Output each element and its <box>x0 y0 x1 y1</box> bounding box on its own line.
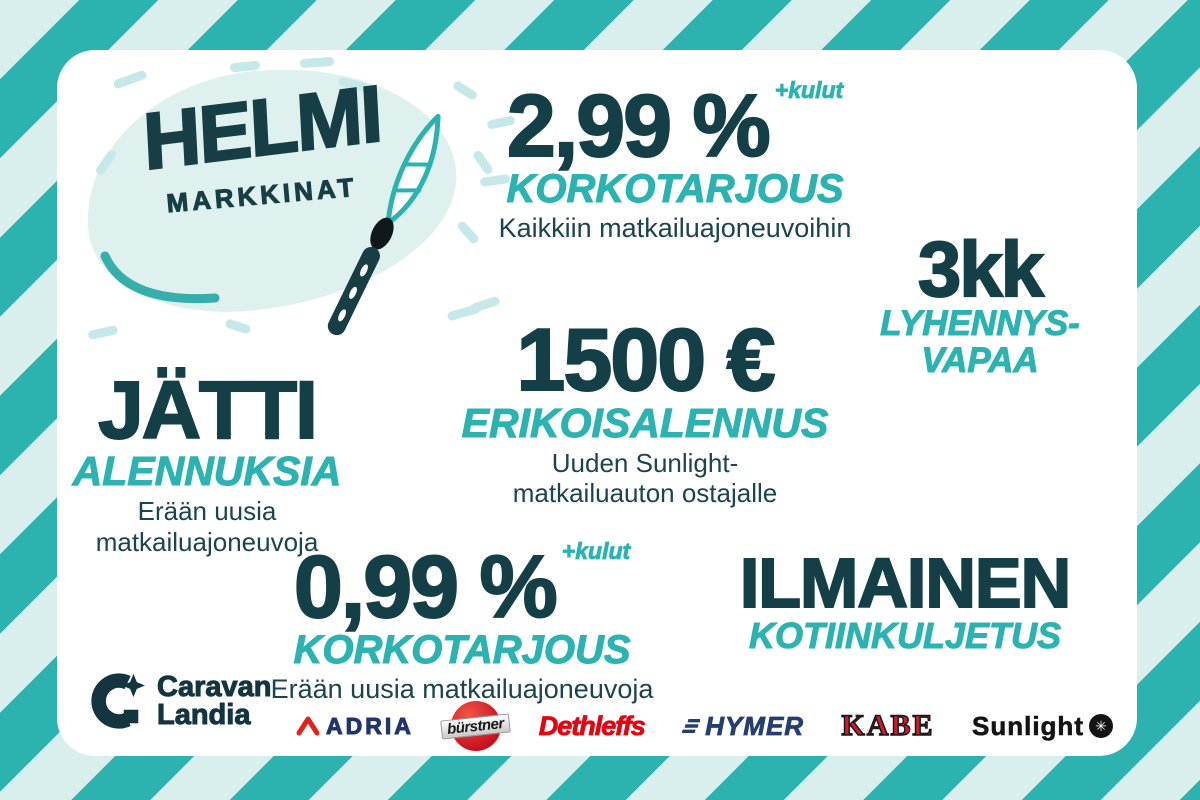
brand-name: KABE <box>841 708 935 743</box>
offer-payment-free: 3kk LYHENNYS- VAPAA <box>860 225 1100 380</box>
dealer-logo: Caravan Landia <box>85 670 272 732</box>
offer-description: Kaikkiin matkailuajoneuvoihin <box>498 212 852 243</box>
brand-name: ADRIA <box>326 712 414 739</box>
offer-description-line1: Uuden Sunlight- <box>551 447 739 478</box>
brand-name: Dethleffs <box>538 710 646 741</box>
offer-value: 3kk <box>917 225 1045 313</box>
offer-label: KORKOTARJOUS <box>293 627 631 672</box>
offer-free-delivery: ILMAINEN KOTIINKULJETUS <box>690 544 1120 656</box>
offer-description-line1: Erään uusia <box>137 495 277 526</box>
offer-value: 0,99 % +kulut <box>293 537 631 636</box>
paintbrush-icon <box>327 113 441 336</box>
offer-description-line2: matkailuauton ostajalle <box>512 478 778 509</box>
dealer-name-line1: Caravan <box>156 670 272 703</box>
dash-decoration <box>299 56 335 69</box>
plus-costs-note: +kulut <box>561 538 631 564</box>
hymer-bars-icon <box>682 719 701 734</box>
promo-card: HELMI MARKKINAT 2,99 % +kulut KORKOTARJOU… <box>57 50 1137 756</box>
offer-interest-299: 2,99 % +kulut KORKOTARJOUS Kaikkiin matka… <box>460 76 890 244</box>
offer-giant-discounts: JÄTTI ALENNUKSIA Erään uusia matkailuajo… <box>57 365 357 557</box>
dash-decoration <box>224 318 252 335</box>
brand-logo-hymer: HYMER <box>682 710 805 742</box>
dealer-name-line2: Landia <box>156 699 251 731</box>
offer-label: ERIKOISALENNUS <box>461 399 829 446</box>
offer-label-line2: VAPAA <box>921 340 1039 380</box>
offer-description-line2: matkailuajoneuvoja <box>95 526 319 557</box>
adria-triangle-icon <box>296 716 320 736</box>
offer-value: 1500 € <box>515 310 776 409</box>
offer-label: KORKOTARJOUS <box>506 166 844 211</box>
brand-logo-sunlight: Sunlight ✳ <box>972 710 1113 742</box>
offer-discount-1500: 1500 € ERIKOISALENNUS Uuden Sunlight- ma… <box>430 310 860 509</box>
dash-decoration <box>469 295 501 314</box>
offer-label: ALENNUKSIA <box>72 447 342 494</box>
brand-name: Sunlight <box>972 710 1084 741</box>
offer-label-line1: LYHENNYS- <box>880 304 1081 344</box>
offer-description: Erään uusia matkailuajoneuvoja <box>270 673 654 704</box>
offer-value: JÄTTI <box>97 365 319 456</box>
brand-name: HYMER <box>705 710 805 741</box>
dash-decoration <box>112 69 148 90</box>
brand-logo-burstner: bürstner <box>440 701 511 751</box>
burstner-circle-icon: bürstner <box>440 701 511 751</box>
dash-decoration <box>87 324 119 341</box>
swoosh-decoration <box>100 251 220 304</box>
brand-logos-row: ADRIA bürstner Dethleffs HYMER <box>295 698 1113 754</box>
offer-value: 2,99 % +kulut <box>506 76 844 175</box>
brand-logo-kabe: KABE <box>841 708 935 743</box>
offer-interest-099: 0,99 % +kulut KORKOTARJOUS Erään uusia ma… <box>242 537 682 705</box>
brand-name: bürstner <box>440 713 511 740</box>
sunlight-sun-icon: ✳ <box>1088 714 1113 738</box>
offer-label: KOTIINKULJETUS <box>748 614 1061 656</box>
brand-logo-adria: ADRIA <box>295 712 414 740</box>
plus-costs-note: +kulut <box>774 77 844 103</box>
brand-logo-dethleffs: Dethleffs <box>538 710 646 742</box>
offer-value: ILMAINEN <box>739 544 1072 622</box>
dealer-name: Caravan Landia <box>156 670 272 731</box>
caravan-landia-monogram-icon <box>91 673 146 729</box>
